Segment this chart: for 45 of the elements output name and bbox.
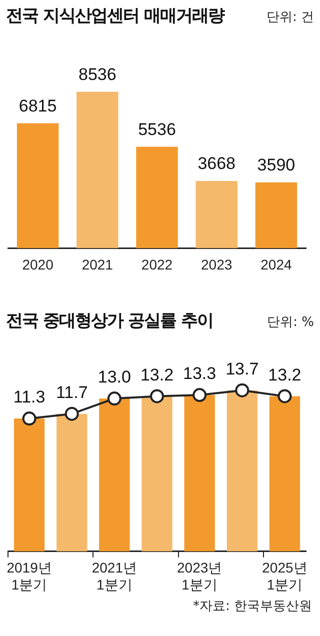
bar — [56, 414, 88, 552]
point — [64, 406, 79, 421]
bar — [76, 92, 118, 248]
x-tick-label: 2023년 1분기 — [176, 560, 222, 592]
x-tick-label: 2023 — [201, 256, 232, 272]
data-label: 11.7 — [56, 383, 88, 402]
bar — [136, 146, 178, 248]
point — [192, 388, 207, 402]
x-tick-label: 2025년 1분기 — [262, 560, 308, 592]
data-label: 5536 — [138, 120, 176, 139]
bar — [255, 182, 298, 248]
bar — [14, 418, 45, 552]
x-tick-label: 2021년 1분기 — [92, 560, 138, 592]
text: 단위: 건 — [266, 9, 314, 26]
bar — [226, 390, 258, 552]
text: 단위: % — [267, 314, 314, 331]
x-tick-label: 2022 — [141, 256, 173, 272]
chart-title: 전국 지식산업센터 매매거래량 — [6, 5, 224, 27]
data-label: 8536 — [78, 64, 116, 84]
x-tick-label: 2024 — [260, 256, 292, 272]
chart-title: 전국 중대형상가 공실률 추이 — [6, 310, 213, 332]
data-label: 11.3 — [13, 388, 46, 407]
point — [235, 383, 250, 398]
data-label: 13.0 — [98, 368, 131, 387]
data-label: 13.7 — [226, 360, 259, 379]
bar — [16, 123, 59, 248]
text: *자료: 한국부동산원 — [192, 598, 313, 616]
bar — [184, 395, 215, 552]
bar — [269, 396, 300, 552]
data-label: 6815 — [18, 96, 57, 116]
data-label: 3668 — [198, 154, 236, 174]
data-label: 13.2 — [268, 365, 302, 384]
x-tick-label: 2019년 1분기 — [6, 560, 52, 592]
bar — [99, 398, 130, 552]
x-tick-label: 2020 — [22, 256, 54, 272]
x-tick-label: 2021 — [82, 256, 114, 272]
data-label: 13.3 — [183, 364, 216, 384]
data-label: 13.2 — [140, 365, 174, 384]
point — [150, 389, 164, 404]
point — [22, 412, 36, 426]
point — [278, 389, 292, 404]
point — [107, 392, 122, 406]
bar — [196, 180, 238, 248]
data-label: 3590 — [257, 156, 296, 175]
bar — [142, 396, 172, 552]
